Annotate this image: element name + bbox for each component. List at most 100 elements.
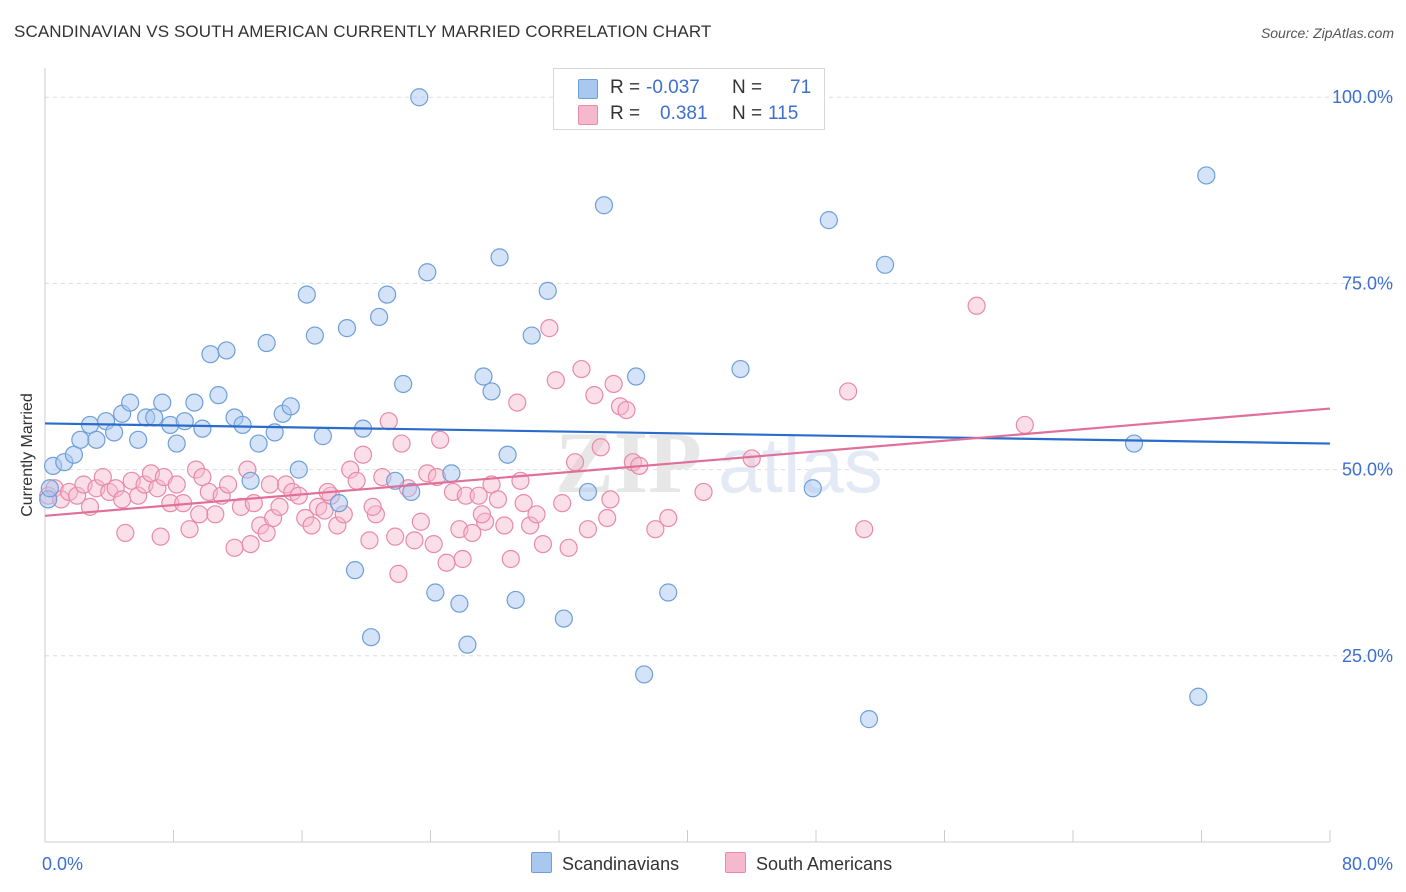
y-tick-label: 50.0% — [1342, 460, 1393, 480]
south-american-point — [431, 430, 450, 449]
south-american-point — [533, 534, 553, 554]
south-american-point — [578, 520, 598, 539]
south-american-point — [190, 505, 209, 524]
scandinavian-point — [233, 415, 252, 435]
legend-r-value: -0.037 — [646, 77, 700, 98]
bottom-legend-swatch-south-americans — [725, 852, 746, 873]
scandinavian-point — [498, 445, 517, 464]
y-tick-label: 25.0% — [1342, 646, 1393, 666]
scandinavian-point — [659, 583, 678, 602]
scandinavian-point — [209, 386, 228, 405]
south-american-point — [604, 374, 623, 394]
south-american-point — [1015, 415, 1034, 435]
scandinavian-point — [635, 665, 654, 684]
south-american-point — [186, 460, 206, 479]
bottom-legend-scandinavians: Scandinavians — [531, 852, 679, 875]
south-american-point — [527, 505, 546, 524]
scandinavian-point — [578, 482, 598, 502]
scandinavian-point — [442, 464, 461, 483]
legend-r-label: R = — [610, 77, 641, 98]
south-american-point — [161, 494, 180, 513]
scandinavian-point — [297, 285, 316, 304]
scandinavian-point — [201, 345, 220, 364]
scandinavian-point — [859, 710, 879, 729]
south-american-point — [225, 538, 244, 557]
south-american-point — [565, 453, 585, 472]
south-american-point — [488, 490, 508, 509]
chart-title: SCANDINAVIAN VS SOUTH AMERICAN CURRENTLY… — [14, 22, 712, 41]
south-american-point — [424, 534, 443, 554]
scandinavian-point — [104, 423, 124, 442]
south-american-point — [219, 475, 238, 494]
scandinavian-point — [217, 341, 236, 360]
scandinavian-point — [506, 590, 525, 610]
south-american-point — [855, 520, 874, 539]
south-american-point — [180, 520, 199, 539]
scandinavian-point — [175, 412, 194, 431]
south-american-point — [472, 505, 491, 524]
scandinavian-point — [289, 460, 308, 479]
scandinavian-point — [402, 482, 421, 502]
scandinavian-point — [71, 430, 90, 449]
south-american-point — [260, 475, 279, 494]
south-american-point — [112, 490, 132, 509]
scandinavian-trend-line — [44, 422, 1331, 445]
south-american-point — [559, 538, 578, 557]
south-american-point — [389, 564, 408, 583]
south-american-point — [116, 523, 135, 543]
south-american-point — [392, 434, 411, 453]
scandinavian-points — [39, 88, 1216, 729]
south-american-point — [437, 553, 456, 572]
south-american-point — [363, 497, 382, 516]
scandinavian-point — [731, 359, 750, 379]
trend-lines — [44, 407, 1331, 517]
legend-n-value: 115 — [768, 103, 799, 124]
south-american-point — [347, 471, 366, 490]
south-american-points — [39, 296, 1034, 583]
scandinavian-point — [337, 319, 357, 338]
south-american-point — [106, 479, 125, 498]
scandinavian-point — [249, 434, 268, 453]
south-american-point — [360, 531, 379, 550]
south-american-point — [508, 393, 527, 412]
legend-r-value: 0.381 — [660, 103, 708, 124]
south-american-point — [469, 486, 488, 505]
south-american-point — [453, 549, 472, 569]
axes — [44, 68, 1331, 843]
scandinavian-point — [410, 88, 429, 107]
scandinavian-point — [241, 471, 260, 490]
south-american-point — [598, 508, 617, 528]
south-american-point — [572, 359, 591, 379]
south-american-point — [328, 516, 347, 535]
south-american-point — [263, 508, 283, 528]
south-american-point — [540, 319, 559, 338]
legend-swatch-scandinavians — [578, 79, 598, 99]
source-label: Source: ZipAtlas.com — [1260, 25, 1394, 41]
south-american-point — [659, 508, 678, 528]
scandinavian-point — [345, 561, 365, 580]
bottom-legend-swatch-scandinavians — [531, 852, 552, 873]
stats-legend: R = -0.037 N = 71 R = 0.381 N = 115 — [553, 68, 825, 130]
scandinavian-point — [458, 635, 477, 654]
scandinavian-point — [626, 367, 646, 386]
south-american-point — [514, 494, 533, 513]
south-american-point — [646, 520, 665, 539]
y-tick-label: 75.0% — [1342, 273, 1393, 293]
south-american-point — [742, 449, 761, 468]
scandinavian-point — [554, 609, 573, 628]
bottom-legend-label-south-americans: South Americans — [756, 854, 893, 874]
south-american-point — [148, 479, 167, 498]
scandinavian-point — [87, 430, 106, 449]
scandinavian-point — [129, 430, 148, 449]
scandinavian-point — [875, 255, 895, 274]
legend-n-value: 71 — [790, 77, 812, 98]
scandinavian-point — [305, 326, 324, 345]
scandinavian-point — [153, 393, 172, 412]
south-american-point — [967, 296, 986, 315]
south-american-point — [463, 523, 482, 543]
scandinavian-point — [426, 583, 445, 602]
scandinavian-point — [522, 326, 541, 345]
scandinavian-point — [193, 419, 212, 438]
south-american-point — [302, 516, 321, 535]
grid-lines — [45, 96, 1395, 657]
